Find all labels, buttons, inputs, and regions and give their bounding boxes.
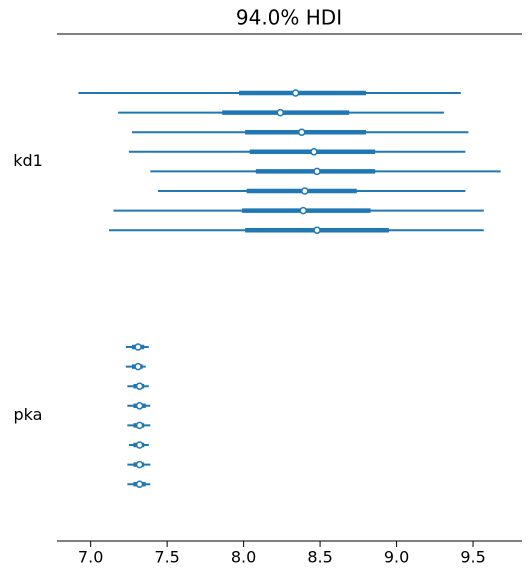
x-tick-label: 9.5 [460, 548, 485, 567]
median-point [313, 167, 321, 176]
y-tick-label: pka [14, 405, 43, 424]
x-tick-label: 8.0 [231, 548, 256, 567]
median-point [276, 108, 285, 117]
y-tick-label: kd1 [13, 151, 43, 170]
median-point [299, 206, 308, 215]
median-point [310, 148, 318, 156]
chart-title: 94.0% HDI [236, 6, 342, 30]
median-point [135, 441, 144, 449]
median-point [313, 226, 321, 234]
x-tick-label: 9.0 [384, 548, 409, 567]
x-tick-label: 8.5 [307, 548, 332, 567]
median-point [135, 382, 144, 390]
median-point [134, 343, 142, 351]
median-point [301, 187, 309, 195]
median-point [291, 89, 300, 97]
median-point [134, 362, 142, 371]
median-point [135, 402, 144, 410]
median-point [135, 421, 144, 430]
median-point [135, 460, 144, 469]
median-point [297, 128, 306, 136]
median-point [135, 480, 144, 488]
x-tick-label: 7.5 [154, 548, 179, 567]
x-tick-label: 7.0 [78, 548, 103, 567]
